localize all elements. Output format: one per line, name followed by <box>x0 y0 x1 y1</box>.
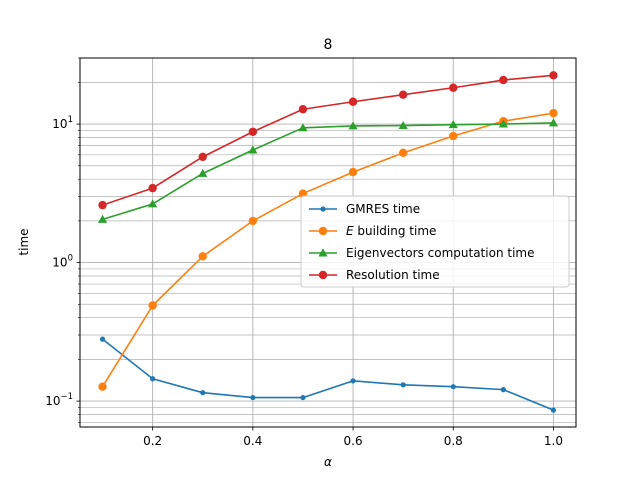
chart-title: 8 <box>324 37 333 53</box>
data-point <box>400 382 406 388</box>
data-point <box>348 97 358 106</box>
data-point <box>250 394 256 401</box>
x-tick-label: 0.4 <box>243 434 262 448</box>
legend-marker <box>318 226 328 236</box>
data-point <box>148 199 158 208</box>
data-point <box>499 75 508 85</box>
legend-label: Eigenvectors computation time <box>346 246 534 260</box>
data-point <box>298 123 308 132</box>
data-point <box>98 200 107 210</box>
legend-marker <box>320 206 326 212</box>
data-point <box>98 382 107 391</box>
data-point <box>348 121 358 130</box>
legend-label: Resolution time <box>346 268 440 282</box>
data-point <box>398 148 408 158</box>
data-point <box>350 378 356 384</box>
legend-entry: GMRES time <box>309 202 420 216</box>
legend-label: GMRES time <box>346 202 420 216</box>
data-point <box>549 108 558 118</box>
data-point <box>398 121 408 130</box>
data-point <box>548 118 559 127</box>
data-point <box>549 71 558 80</box>
legend-entry: E building time <box>309 224 436 238</box>
x-axis-label: α <box>324 455 332 469</box>
data-point <box>148 183 157 193</box>
data-point <box>97 214 108 223</box>
series-layer <box>97 71 559 413</box>
data-point <box>550 407 557 413</box>
y-tick-label: 10−1 <box>45 392 73 408</box>
legend-entry: Eigenvectors computation time <box>309 246 534 260</box>
data-point <box>148 301 157 310</box>
data-point <box>198 168 208 177</box>
data-point <box>300 394 306 401</box>
data-point <box>398 90 408 99</box>
legend-entry: Resolution time <box>309 268 440 282</box>
data-point <box>500 387 506 393</box>
legend-marker <box>318 248 328 257</box>
data-point <box>99 336 106 342</box>
y-tick-label: 101 <box>52 115 73 131</box>
series-line <box>102 338 554 411</box>
data-point <box>498 119 508 128</box>
y-axis: 10−1 100 101 <box>45 57 80 423</box>
series-3 <box>98 71 558 210</box>
legend-box <box>300 195 570 288</box>
data-point <box>200 390 206 396</box>
x-tick-label: 0.8 <box>444 434 463 448</box>
data-point <box>450 384 456 390</box>
x-tick-label: 0.2 <box>143 434 162 448</box>
data-point <box>348 167 358 177</box>
legend: GMRES time E building time Eigenvectors co… <box>300 195 570 288</box>
legend-marker <box>318 270 328 280</box>
y-axis-label: time <box>17 228 31 255</box>
y-tick-label: 100 <box>52 254 73 270</box>
series-line <box>102 122 554 221</box>
data-point <box>449 83 458 92</box>
data-point <box>198 152 207 162</box>
plot-frame <box>79 57 577 428</box>
data-point <box>449 131 458 141</box>
series-2 <box>97 118 559 223</box>
data-point <box>150 376 156 382</box>
x-tick-label: 1.0 <box>544 434 563 448</box>
data-point <box>448 120 458 129</box>
x-axis: 0.2 0.4 0.6 0.8 1.0 <box>143 427 563 448</box>
series-line <box>102 74 554 206</box>
series-0 <box>99 336 557 413</box>
data-point <box>248 145 258 154</box>
data-point <box>248 127 258 136</box>
data-point <box>298 105 308 114</box>
data-point <box>198 252 207 261</box>
series-line <box>101 112 554 388</box>
data-point <box>248 216 258 226</box>
x-tick-label: 0.6 <box>344 434 363 448</box>
legend-label: E building time <box>346 224 436 238</box>
